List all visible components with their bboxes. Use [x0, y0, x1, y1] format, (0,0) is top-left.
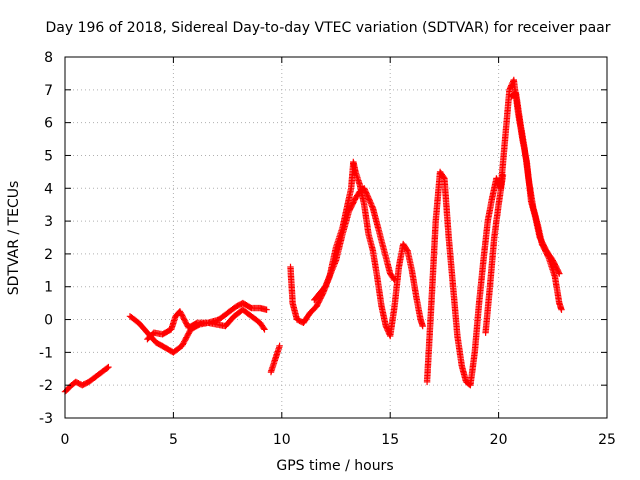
- y-tick-label: 0: [44, 313, 53, 329]
- plot-frame: [64, 56, 608, 419]
- data-point-markers: [311, 185, 398, 304]
- series-segment: [482, 171, 507, 336]
- chart-title: Day 196 of 2018, Sidereal Day-to-day VTE…: [45, 20, 610, 36]
- y-tick-label: -2: [39, 378, 53, 394]
- y-tick-label: 6: [44, 116, 53, 132]
- series-segment: [508, 89, 565, 313]
- x-tick-label: 25: [598, 432, 616, 448]
- series-segment: [287, 158, 426, 340]
- grid: [65, 57, 607, 418]
- data-point-markers: [482, 171, 507, 336]
- x-tick-label: 15: [381, 432, 399, 448]
- x-tick-label: 0: [61, 432, 70, 448]
- x-tick-label: 5: [169, 432, 178, 448]
- x-axis-title: GPS time / hours: [276, 458, 393, 474]
- y-axis-title: SDTVAR / TECUs: [6, 181, 22, 296]
- data-point-markers: [508, 89, 565, 313]
- series-segment: [61, 363, 112, 395]
- y-tick-label: -1: [39, 345, 53, 361]
- axes: 0 5 10 15 20 25 -3 -2 -1 0 1 2 3 4 5 6 7 8: [39, 50, 616, 448]
- x-tick-label: 10: [273, 432, 291, 448]
- series-segment: [144, 299, 270, 343]
- data-point-markers: [144, 299, 270, 343]
- y-tick-label: 2: [44, 247, 53, 263]
- y-tick-label: 5: [44, 148, 53, 164]
- data-point-markers: [267, 342, 283, 376]
- series-segment: [126, 306, 268, 356]
- x-tick-label: 20: [490, 432, 508, 448]
- data-point-markers: [287, 158, 426, 340]
- y-tick-label: 4: [44, 181, 53, 197]
- data-point-markers: [126, 306, 268, 356]
- data-marks: [61, 76, 565, 395]
- y-tick-label: -3: [39, 411, 53, 427]
- y-tick-label: 7: [44, 83, 53, 99]
- y-tick-label: 3: [44, 214, 53, 230]
- series-segment: [311, 185, 398, 304]
- data-point-markers: [61, 363, 112, 395]
- series-segment: [267, 342, 283, 376]
- y-tick-label: 8: [44, 50, 53, 66]
- y-tick-label: 1: [44, 280, 53, 296]
